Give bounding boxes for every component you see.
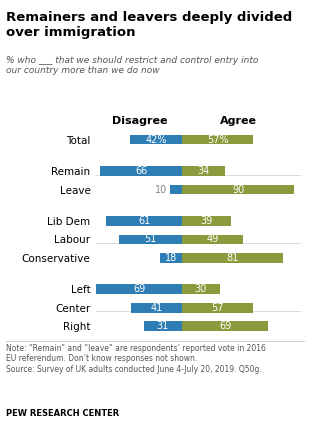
Text: Note: “Remain” and “leave” are respondents’ reported vote in 2016
EU referendum.: Note: “Remain” and “leave” are responden… (6, 344, 266, 374)
Text: 34: 34 (197, 166, 210, 176)
Text: 41: 41 (150, 303, 163, 313)
Bar (160, 253, 182, 263)
Text: % who ___ that we should restrict and control entry into
our country more than w: % who ___ that we should restrict and co… (6, 56, 259, 75)
Bar (170, 185, 182, 194)
Text: 10: 10 (155, 184, 167, 194)
Text: 51: 51 (144, 234, 157, 244)
Bar (131, 303, 182, 312)
Text: PEW RESEARCH CENTER: PEW RESEARCH CENTER (6, 409, 119, 418)
Text: 69: 69 (219, 321, 231, 331)
Text: 57%: 57% (207, 135, 228, 145)
Text: 18: 18 (165, 253, 177, 263)
Text: 30: 30 (195, 284, 207, 294)
Bar (182, 135, 253, 145)
Bar (182, 303, 253, 312)
Bar (182, 284, 219, 294)
Bar (182, 166, 225, 176)
Text: 61: 61 (138, 216, 150, 226)
Bar (182, 322, 268, 331)
Text: 81: 81 (227, 253, 239, 263)
Bar (144, 322, 182, 331)
Bar (182, 216, 231, 226)
Bar (96, 284, 182, 294)
Bar (182, 253, 283, 263)
Bar (100, 166, 182, 176)
Text: Remainers and leavers deeply divided
over immigration: Remainers and leavers deeply divided ove… (6, 11, 292, 39)
Text: 31: 31 (157, 321, 169, 331)
Text: 57: 57 (211, 303, 224, 313)
Text: 69: 69 (133, 284, 145, 294)
Text: 49: 49 (207, 234, 219, 244)
Text: 66: 66 (135, 166, 147, 176)
Bar (182, 235, 243, 244)
Text: Agree: Agree (220, 116, 257, 126)
Text: 39: 39 (200, 216, 213, 226)
Bar (106, 216, 182, 226)
Bar (118, 235, 182, 244)
Bar (182, 185, 294, 194)
Bar (130, 135, 182, 145)
Text: 42%: 42% (145, 135, 167, 145)
Text: 90: 90 (232, 184, 245, 194)
Text: Disagree: Disagree (112, 116, 167, 126)
